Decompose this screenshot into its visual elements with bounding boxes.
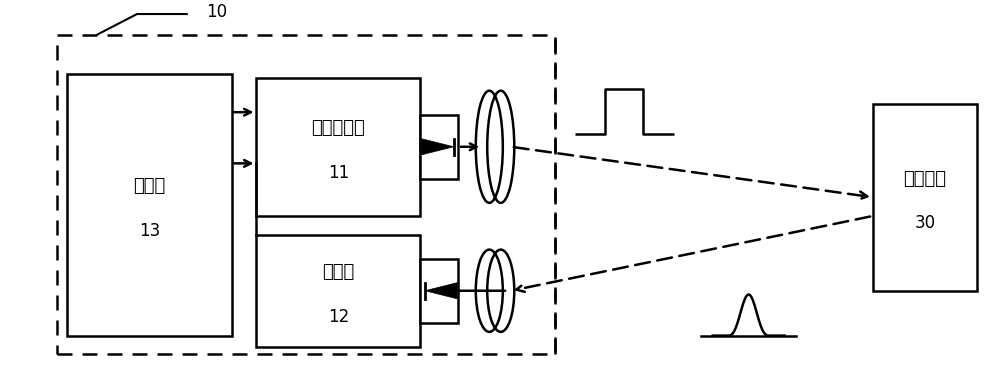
Text: 待测目标: 待测目标	[904, 170, 947, 188]
Bar	[420, 259, 458, 322]
Polygon shape	[425, 283, 457, 299]
Bar	[256, 78, 420, 216]
Bar	[873, 104, 977, 291]
Bar	[256, 235, 420, 347]
Text: 12: 12	[328, 308, 349, 326]
Text: 30: 30	[915, 214, 936, 233]
Bar	[57, 34, 555, 354]
Bar	[67, 74, 232, 336]
Ellipse shape	[486, 250, 504, 331]
Text: 13: 13	[139, 222, 160, 240]
Polygon shape	[421, 139, 454, 155]
Text: 10: 10	[206, 3, 227, 21]
Text: 计算器: 计算器	[133, 177, 166, 195]
Text: 接收器: 接收器	[322, 263, 355, 281]
Text: 11: 11	[328, 164, 349, 182]
Text: 激光发射器: 激光发射器	[312, 119, 365, 137]
Bar	[420, 115, 458, 178]
Ellipse shape	[486, 92, 504, 202]
